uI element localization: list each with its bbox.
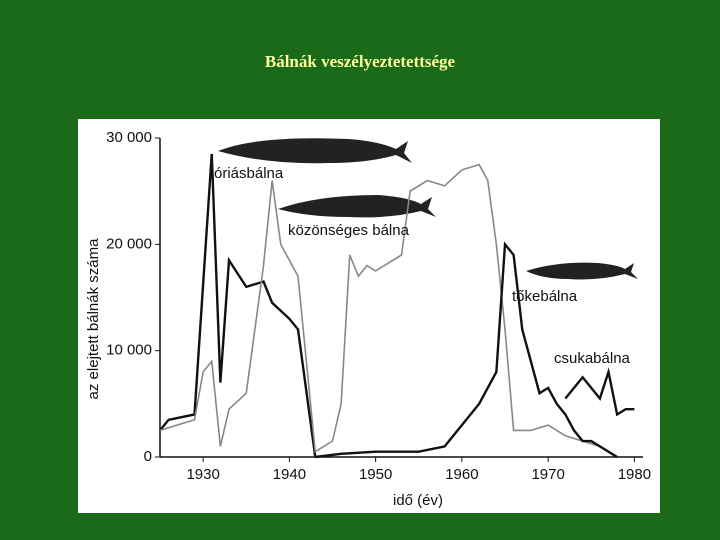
chart-background	[78, 119, 660, 513]
series-line	[564, 367, 635, 417]
slide-title: Bálnák veszélyeztetettsége	[264, 52, 456, 71]
x-tick-label: 1980	[618, 466, 651, 483]
series-line	[159, 153, 317, 458]
x-tick-label: 1970	[531, 466, 564, 483]
whale-icon	[218, 138, 412, 164]
series-label: tőkebálna	[512, 288, 578, 305]
series-label: közönséges bálna	[288, 222, 410, 239]
y-tick-label: 10 000	[106, 342, 152, 359]
x-tick-label: 1930	[186, 466, 219, 483]
x-tick-label: 1960	[445, 466, 478, 483]
chart: az elejtett bálnák száma idő (év) 0 10 00…	[78, 119, 660, 513]
series-label: csukabálna	[554, 350, 631, 367]
y-tick-label: 30 000	[106, 129, 152, 146]
y-tick-label: 20 000	[106, 235, 152, 252]
x-tick-label: 1940	[273, 466, 306, 483]
y-tick-label: 0	[144, 448, 152, 465]
x-axis-label: idő (év)	[393, 492, 443, 509]
series-line	[315, 241, 618, 459]
y-axis-label: az elejtett bálnák száma	[85, 238, 102, 400]
x-tick-label: 1950	[359, 466, 392, 483]
whale-icon	[278, 195, 436, 218]
whale-icon	[526, 262, 638, 280]
series-label: óriásbálna	[214, 165, 284, 182]
series-line	[159, 163, 601, 454]
